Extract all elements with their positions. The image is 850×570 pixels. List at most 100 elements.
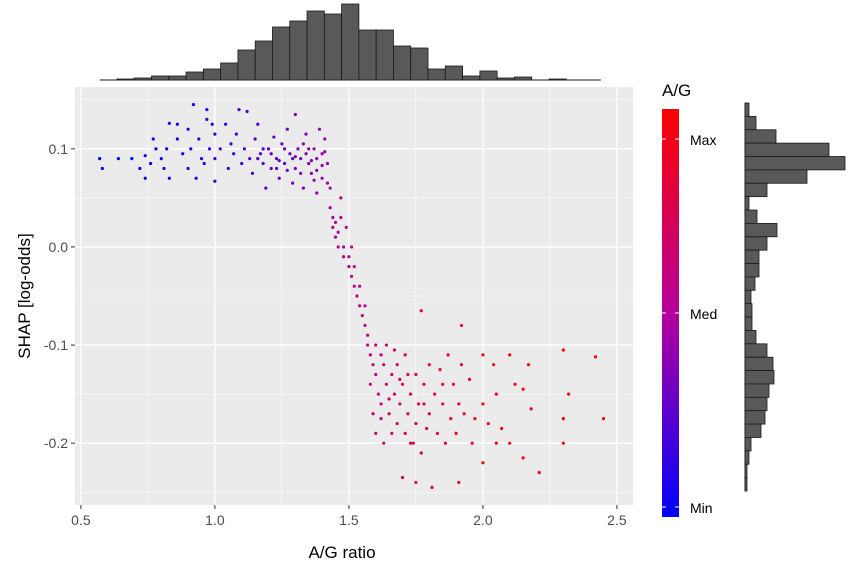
data-point: [349, 245, 354, 249]
data-point: [481, 353, 485, 357]
histogram-bar: [744, 142, 830, 157]
histogram-bar: [744, 423, 762, 438]
data-point: [186, 166, 190, 171]
data-point: [481, 461, 485, 465]
histogram-bar: [358, 29, 377, 81]
data-point: [374, 343, 378, 347]
histogram-bar: [272, 26, 291, 81]
data-point: [537, 471, 541, 475]
histogram-bar: [323, 13, 343, 81]
x-marginal-histogram: [99, 3, 601, 81]
data-point: [218, 147, 222, 151]
data-point: [328, 206, 332, 210]
data-point: [325, 181, 330, 185]
data-point: [395, 421, 399, 426]
histogram-bar: [744, 316, 753, 331]
data-point: [422, 382, 426, 386]
histogram-bar: [744, 249, 760, 264]
histogram-bar: [744, 182, 768, 198]
data-point: [470, 441, 474, 445]
data-point: [237, 107, 241, 112]
y-marginal-histogram: [744, 102, 846, 492]
data-point: [100, 166, 104, 171]
data-point: [561, 441, 565, 445]
data-point: [403, 431, 407, 435]
data-point: [293, 155, 297, 159]
data-point: [274, 166, 279, 171]
data-point: [387, 397, 391, 401]
data-point: [513, 382, 517, 386]
histogram-bar: [744, 289, 752, 305]
data-point: [277, 158, 281, 163]
data-point: [256, 122, 260, 126]
data-point: [349, 274, 354, 278]
data-point: [143, 154, 147, 158]
data-point: [366, 343, 370, 347]
histogram-bar: [744, 343, 768, 358]
data-point: [299, 171, 303, 175]
data-point: [323, 137, 327, 141]
histogram-bar: [496, 77, 515, 81]
color-legend: A/G Max Med Min: [662, 81, 717, 517]
data-point: [320, 152, 324, 156]
data-point: [261, 161, 265, 166]
histogram-bar: [744, 437, 752, 452]
x-axis-title: A/G ratio: [308, 543, 375, 562]
data-point: [325, 161, 330, 166]
data-point: [309, 158, 313, 163]
data-point: [414, 372, 418, 377]
data-point: [197, 137, 201, 141]
data-point: [165, 147, 169, 151]
data-point: [328, 186, 332, 190]
data-point: [379, 402, 383, 406]
histogram-bar: [116, 78, 135, 81]
data-point: [457, 480, 461, 485]
histogram-bar: [744, 450, 750, 465]
data-point: [199, 157, 204, 161]
data-point: [341, 255, 346, 259]
data-point: [151, 137, 155, 141]
data-point: [258, 152, 263, 156]
data-point: [406, 372, 410, 377]
data-point: [282, 147, 287, 151]
data-point: [213, 179, 217, 183]
data-point: [526, 363, 531, 367]
data-point: [529, 407, 533, 411]
colorbar: [662, 109, 679, 517]
data-point: [130, 157, 134, 161]
data-point: [232, 152, 236, 156]
x-tick-label: 2.5: [607, 512, 627, 528]
histogram-bar: [744, 196, 750, 211]
data-point: [315, 191, 319, 195]
data-point: [312, 178, 316, 182]
x-tick-label: 1.0: [205, 512, 225, 528]
histogram-bar: [548, 78, 567, 81]
histogram-bar: [744, 209, 758, 224]
data-point: [454, 431, 458, 435]
data-point: [392, 392, 397, 396]
histogram-bar: [744, 276, 756, 291]
data-point: [379, 353, 383, 357]
data-point: [601, 417, 606, 421]
data-point: [234, 132, 238, 136]
data-point: [422, 402, 426, 406]
x-tick-label: 2.0: [473, 512, 493, 528]
data-point: [382, 363, 386, 367]
data-point: [282, 161, 287, 166]
data-point: [384, 382, 389, 386]
data-point: [315, 168, 319, 173]
histogram-bar: [168, 75, 187, 81]
data-point: [352, 264, 356, 269]
data-point: [408, 392, 413, 396]
data-point: [430, 485, 434, 489]
data-point: [408, 441, 413, 445]
histogram-bar: [744, 129, 777, 144]
data-point: [194, 176, 198, 180]
data-point: [213, 157, 217, 161]
data-point: [280, 142, 284, 146]
data-point: [229, 142, 233, 146]
data-point: [304, 132, 308, 136]
data-point: [269, 152, 273, 156]
data-point: [433, 392, 437, 396]
data-point: [358, 304, 362, 308]
